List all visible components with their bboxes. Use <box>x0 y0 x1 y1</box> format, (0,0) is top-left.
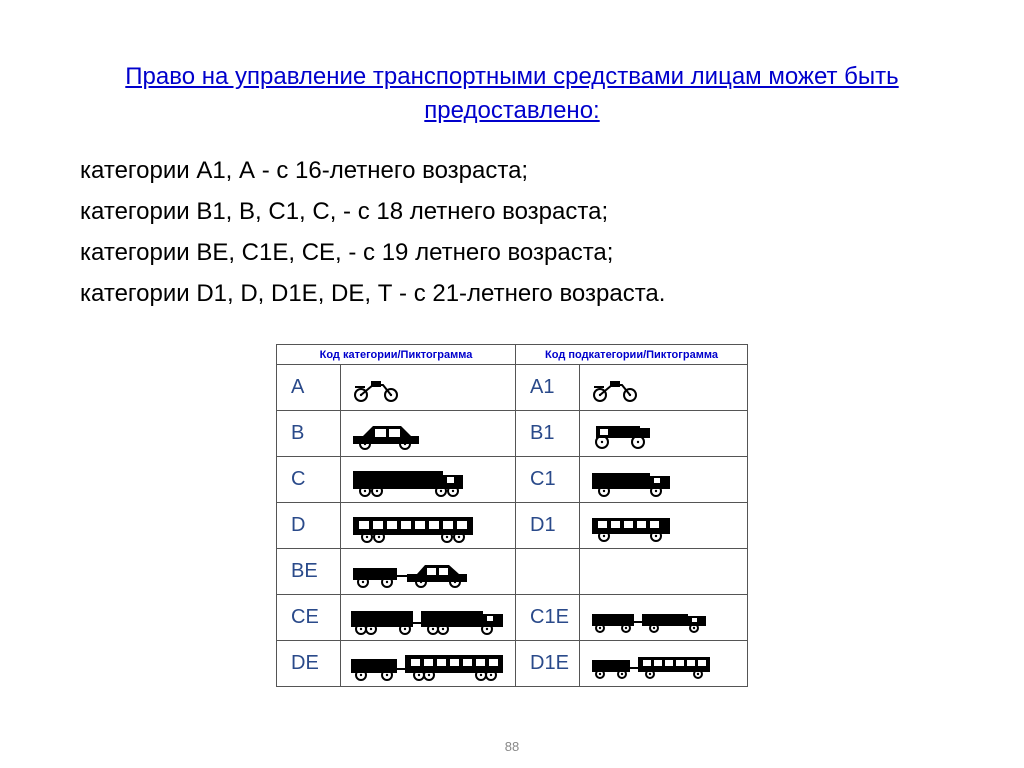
truck-trailer-icon <box>341 595 516 641</box>
car-icon <box>341 411 516 457</box>
table-row: A A1 <box>277 365 748 411</box>
category-code: BE <box>277 549 341 595</box>
intro-line: категории ВЕ, С1Е, СЕ, - с 19 летнего во… <box>80 233 944 274</box>
motorcycle-icon <box>580 365 748 411</box>
intro-line: категории D1, D, D1Е, DЕ, Т - с 21-летне… <box>80 274 944 315</box>
page-title: Право на управление транспортными средст… <box>80 60 944 127</box>
category-code: D <box>277 503 341 549</box>
small-bus-trailer-icon <box>580 641 748 687</box>
small-truck-icon <box>580 457 748 503</box>
subcategory-code: C1 <box>516 457 580 503</box>
intro-list: категории А1, А - с 16-летнего возраста;… <box>80 151 944 314</box>
empty-cell <box>580 549 748 595</box>
car-trailer-icon <box>341 549 516 595</box>
small-truck-trailer-icon <box>580 595 748 641</box>
subcategory-code: D1E <box>516 641 580 687</box>
table-header-right: Код подкатегории/Пиктограмма <box>516 345 748 365</box>
table-row: BE <box>277 549 748 595</box>
small-bus-icon <box>580 503 748 549</box>
intro-line: категории В1, В, С1, С, - с 18 летнего в… <box>80 192 944 233</box>
category-code: A <box>277 365 341 411</box>
table-row: DE D1E <box>277 641 748 687</box>
category-table: Код категории/Пиктограмма Код подкатегор… <box>276 344 748 687</box>
subcategory-code <box>516 549 580 595</box>
bus-trailer-icon <box>341 641 516 687</box>
table-row: C C1 <box>277 457 748 503</box>
category-code: B <box>277 411 341 457</box>
bus-icon <box>341 503 516 549</box>
truck-icon <box>341 457 516 503</box>
table-row: D D1 <box>277 503 748 549</box>
subcategory-code: D1 <box>516 503 580 549</box>
page-number: 88 <box>505 739 519 754</box>
table-header-left: Код категории/Пиктограмма <box>277 345 516 365</box>
table-row: CE C1E <box>277 595 748 641</box>
quad-icon <box>580 411 748 457</box>
category-code: DE <box>277 641 341 687</box>
intro-line: категории А1, А - с 16-летнего возраста; <box>80 151 944 192</box>
category-code: C <box>277 457 341 503</box>
subcategory-code: A1 <box>516 365 580 411</box>
table-row: B B1 <box>277 411 748 457</box>
subcategory-code: B1 <box>516 411 580 457</box>
category-code: CE <box>277 595 341 641</box>
motorcycle-icon <box>341 365 516 411</box>
subcategory-code: C1E <box>516 595 580 641</box>
